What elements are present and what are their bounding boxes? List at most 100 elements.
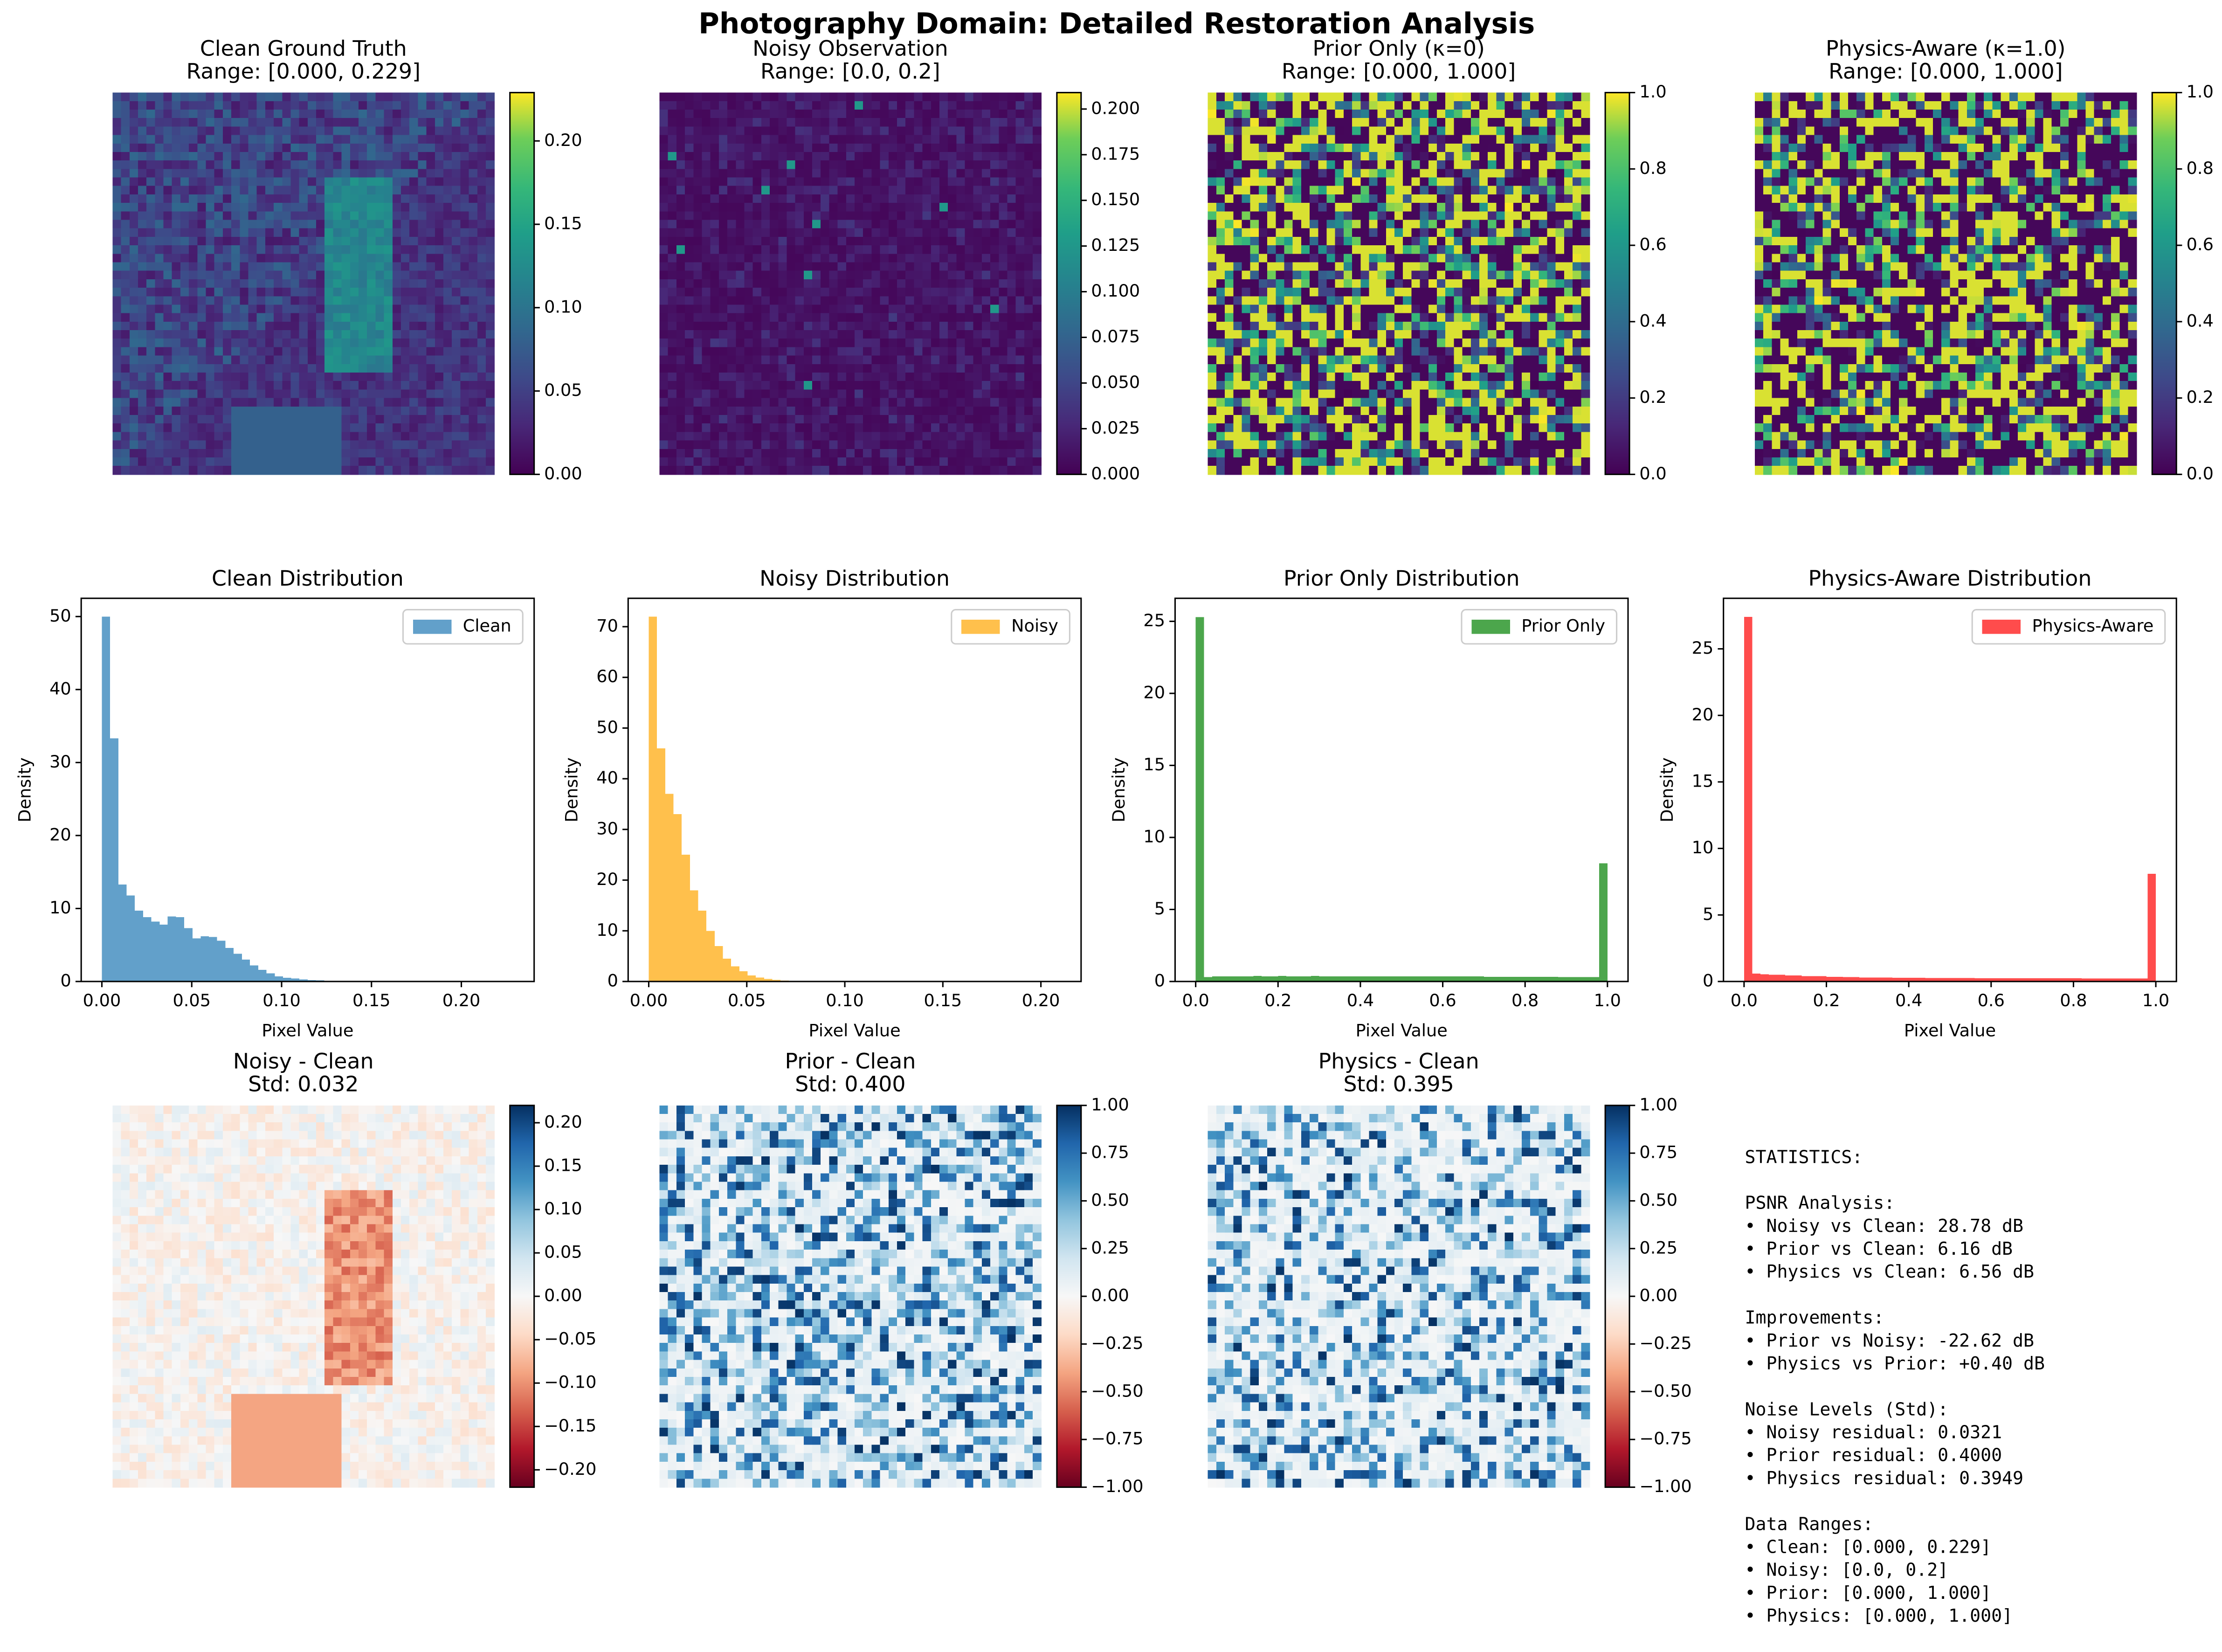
pixel <box>274 321 283 331</box>
pixel <box>1284 211 1293 221</box>
pixel <box>727 339 737 348</box>
pixel <box>744 203 753 212</box>
pixel <box>990 449 1000 458</box>
pixel <box>744 143 753 152</box>
pixel <box>384 288 393 297</box>
pixel <box>999 355 1008 365</box>
pixel <box>880 347 889 356</box>
pixel <box>837 406 847 415</box>
pixel <box>121 126 130 136</box>
pixel <box>197 160 207 170</box>
pixel <box>469 236 478 246</box>
pixel <box>1386 109 1395 119</box>
pixel <box>939 220 949 229</box>
pixel <box>307 262 317 271</box>
pixel <box>871 186 881 195</box>
pixel <box>1360 109 1370 119</box>
pixel <box>999 313 1008 322</box>
pixel <box>1007 304 1016 314</box>
pixel <box>718 135 728 144</box>
pixel <box>693 236 703 246</box>
pixel <box>770 355 779 365</box>
pixel <box>138 389 147 399</box>
pixel <box>299 330 308 339</box>
pixel <box>485 118 495 127</box>
pixel <box>222 109 232 119</box>
pixel <box>787 373 796 382</box>
pixel <box>400 406 410 415</box>
pixel <box>948 304 957 314</box>
pixel <box>829 321 838 331</box>
pixel <box>1470 152 1480 161</box>
pixel <box>333 203 342 212</box>
pixel <box>274 135 283 144</box>
pixel <box>965 92 974 102</box>
pixel <box>1581 160 1590 170</box>
pixel <box>871 466 881 475</box>
pixel <box>375 432 385 441</box>
pixel <box>744 304 753 314</box>
pixel <box>1024 406 1034 415</box>
pixel <box>795 220 804 229</box>
pixel <box>939 101 949 110</box>
pixel <box>871 457 881 467</box>
pixel <box>718 440 728 449</box>
pixel <box>676 245 686 255</box>
pixel <box>384 321 393 331</box>
pixel <box>1015 440 1025 449</box>
pixel <box>676 236 686 246</box>
pixel <box>803 304 813 314</box>
pixel <box>1352 194 1361 204</box>
pixel <box>222 304 232 314</box>
pixel <box>375 398 385 407</box>
pixel <box>392 245 401 255</box>
pixel <box>1267 143 1277 152</box>
pixel <box>981 440 991 449</box>
pixel <box>282 423 291 433</box>
pixel <box>256 398 266 407</box>
pixel <box>821 321 830 331</box>
pixel <box>1394 236 1404 246</box>
pixel <box>990 186 1000 195</box>
pixel <box>939 313 949 322</box>
pixel <box>290 381 300 390</box>
colorbar <box>1056 92 1082 475</box>
pixel <box>922 466 932 475</box>
pixel <box>375 279 385 288</box>
pixel <box>1470 118 1480 127</box>
pixel <box>146 160 156 170</box>
pixel <box>307 279 317 288</box>
pixel <box>222 466 232 475</box>
pixel <box>426 373 435 382</box>
pixel <box>1258 169 1268 178</box>
pixel <box>863 457 872 467</box>
pixel <box>341 466 351 475</box>
pixel <box>1292 126 1302 136</box>
pixel <box>163 347 173 356</box>
pixel <box>155 177 164 187</box>
pixel <box>1504 135 1514 144</box>
pixel <box>121 245 130 255</box>
pixel <box>829 228 838 237</box>
pixel <box>1318 152 1327 161</box>
pixel <box>1318 101 1327 110</box>
pixel <box>939 236 949 246</box>
pixel <box>121 254 130 263</box>
pixel <box>752 254 762 263</box>
pixel <box>1369 92 1378 102</box>
pixel <box>452 160 461 170</box>
pixel <box>880 355 889 365</box>
pixel <box>240 254 249 263</box>
pixel <box>837 313 847 322</box>
pixel <box>1007 364 1016 373</box>
pixel <box>350 296 359 305</box>
pixel <box>1007 347 1016 356</box>
pixel <box>744 262 753 271</box>
pixel <box>1318 135 1327 144</box>
pixel <box>1547 169 1556 178</box>
pixel <box>931 330 940 339</box>
pixel <box>384 296 393 305</box>
pixel <box>837 203 847 212</box>
pixel <box>214 406 223 415</box>
pixel <box>931 288 940 297</box>
